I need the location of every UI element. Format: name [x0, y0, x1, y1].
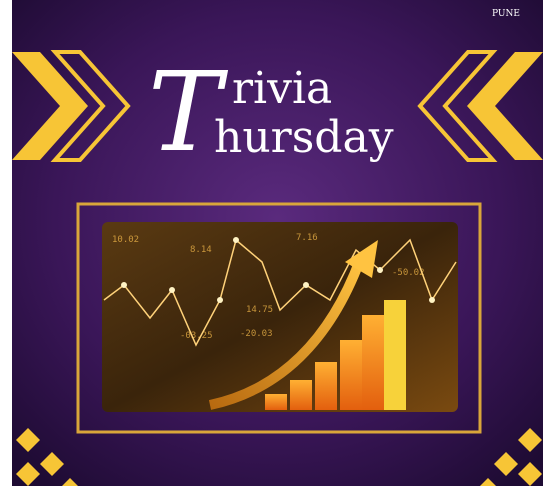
figure-label: 8.14 [190, 245, 212, 255]
title-line1: rivia [232, 63, 332, 114]
figure-label: 7.16 [296, 233, 318, 243]
figure-label: -50.02 [392, 268, 425, 278]
figure-label: 14.75 [246, 305, 273, 315]
poster: PUNE T rivia hursday 10.028.147.16-50.02… [0, 0, 543, 486]
figure-label: -20.03 [240, 329, 273, 339]
figure-label: -03.25 [180, 331, 213, 341]
figure-label: 10.02 [112, 235, 139, 245]
title-line2: hursday [214, 112, 394, 163]
brand: PUNE [492, 9, 520, 19]
